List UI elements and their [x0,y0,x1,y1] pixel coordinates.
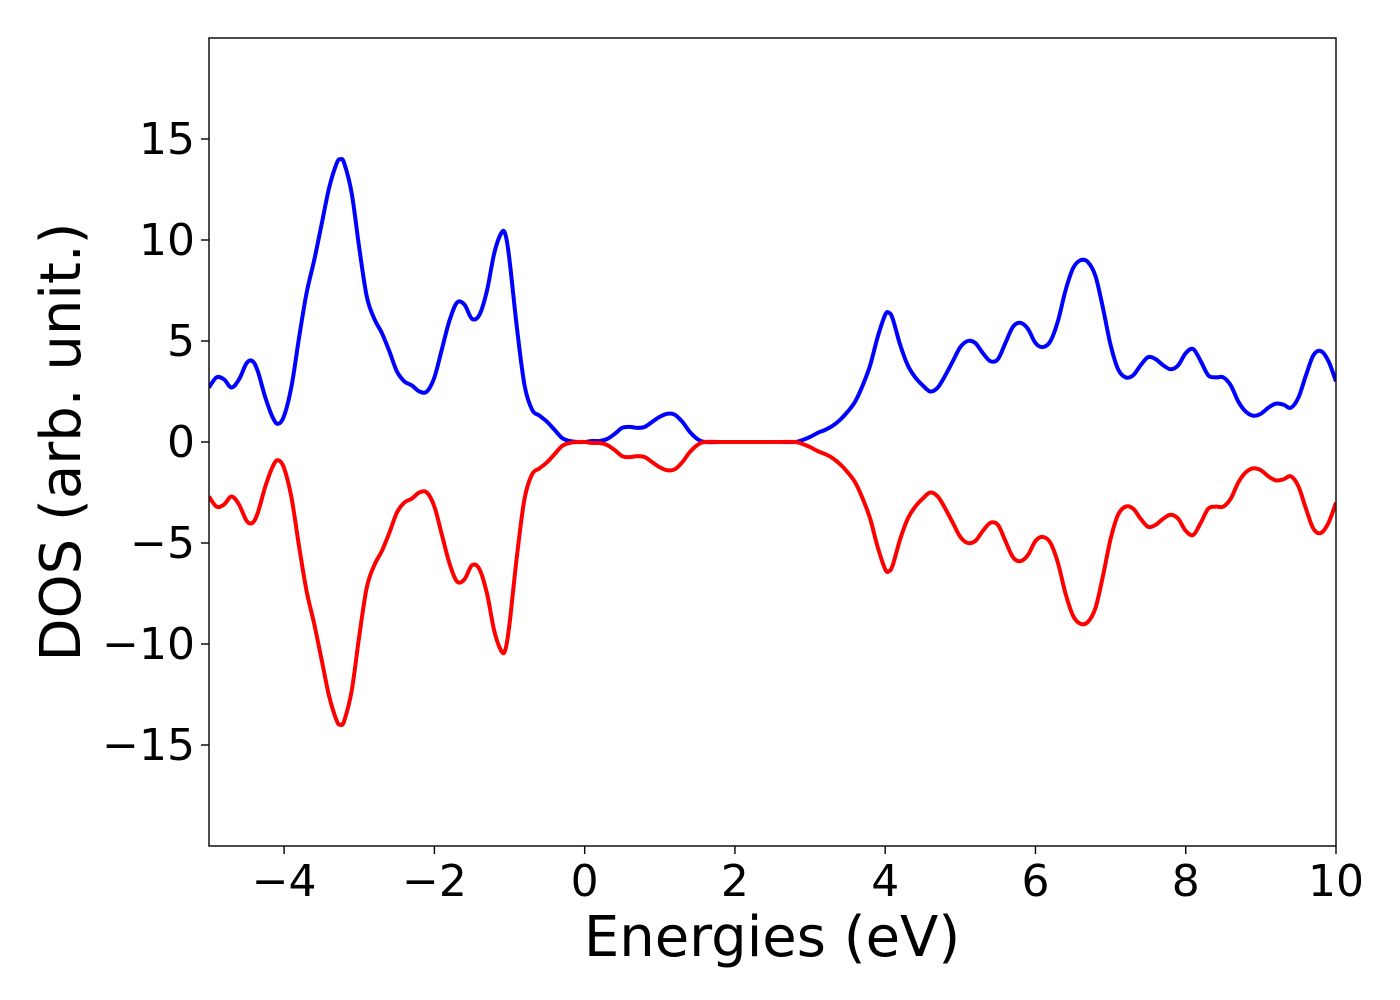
x-tick-label: 8 [1172,856,1200,907]
y-tick-label: −5 [130,518,195,569]
x-tick-label: −4 [252,856,317,907]
x-tick-label: 0 [571,856,599,907]
y-tick-label: 5 [167,316,195,367]
y-tick-label: −15 [102,720,195,771]
y-tick-label: 10 [139,215,195,266]
x-axis-ticks: −4 −2 0 2 4 6 8 10 [252,846,1364,907]
y-axis-ticks: −15 −10 −5 0 5 10 15 [102,114,209,771]
y-tick-label: −10 [102,619,195,670]
x-tick-label: 4 [871,856,899,907]
x-tick-label: 6 [1021,856,1049,907]
series-line-red [209,439,1336,728]
x-tick-label: 10 [1308,856,1364,907]
y-tick-label: 0 [167,417,195,468]
y-tick-label: 15 [139,114,195,165]
series-layer [209,156,1336,728]
x-tick-label: −2 [402,856,467,907]
x-tick-label: 2 [721,856,749,907]
y-axis-label: DOS (arb. unit.) [29,222,94,661]
x-axis-label: Energies (eV) [584,905,960,970]
